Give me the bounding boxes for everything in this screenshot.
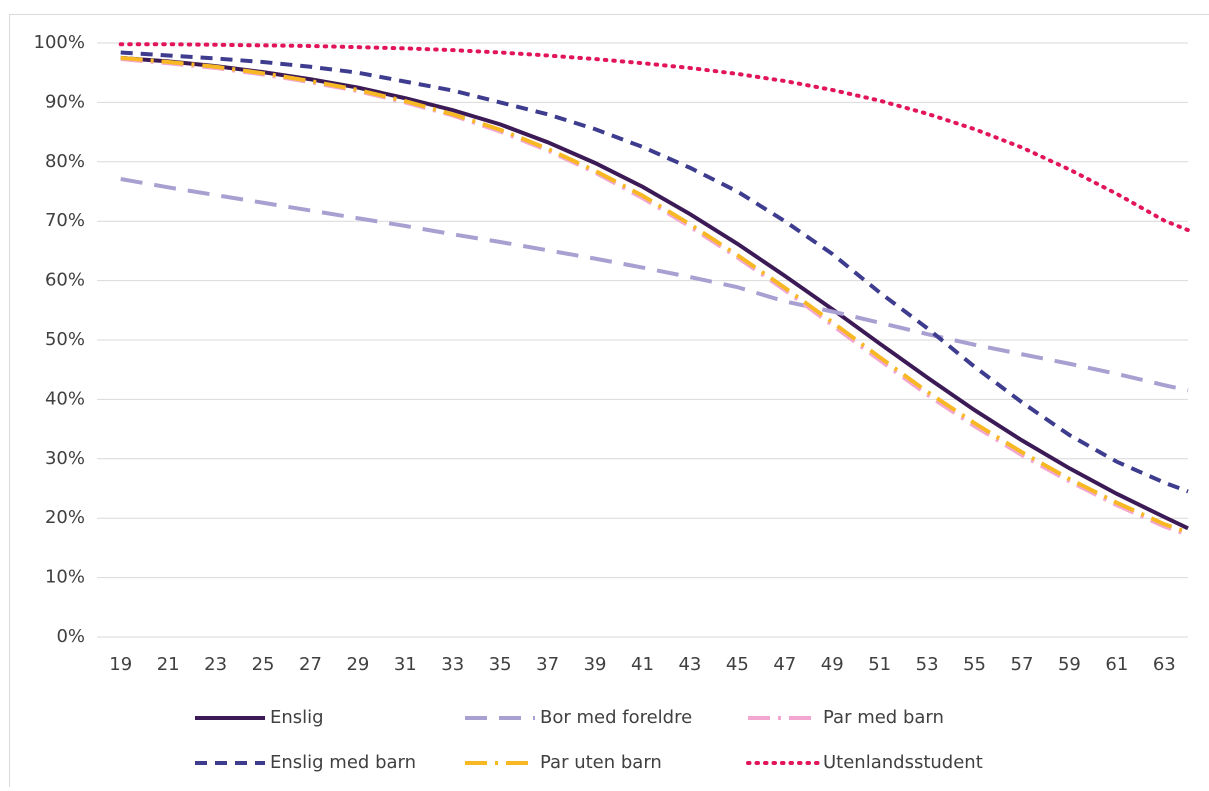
x-tick-label: 33 [441,654,464,675]
series-line [121,44,1188,230]
legend-label: Par uten barn [540,752,662,773]
x-tick-label: 53 [916,654,939,675]
legend-label: Par med barn [823,707,944,728]
y-tick-label: 20% [45,507,85,528]
legend-label: Enslig [270,707,324,728]
series-line [121,179,1188,390]
x-tick-label: 27 [299,654,322,675]
x-tick-label: 49 [821,654,844,675]
y-tick-label: 90% [45,91,85,112]
y-tick-label: 40% [45,388,85,409]
x-tick-label: 37 [536,654,559,675]
y-tick-label: 10% [45,567,85,588]
y-tick-label: 30% [45,448,85,469]
legend-label: Bor med foreldre [540,707,692,728]
y-tick-label: 80% [45,151,85,172]
y-tick-label: 0% [56,626,85,647]
x-tick-label: 57 [1011,654,1034,675]
x-tick-label: 39 [584,654,607,675]
x-tick-label: 25 [252,654,275,675]
x-tick-label: 31 [394,654,417,675]
x-tick-label: 23 [204,654,227,675]
y-tick-label: 60% [45,270,85,291]
x-tick-label: 63 [1153,654,1176,675]
y-tick-label: 70% [45,210,85,231]
x-tick-label: 41 [631,654,654,675]
x-tick-label: 59 [1058,654,1081,675]
x-tick-label: 19 [109,654,132,675]
series-line [121,53,1188,492]
x-tick-label: 29 [346,654,369,675]
x-tick-label: 61 [1105,654,1128,675]
y-tick-label: 50% [45,329,85,350]
x-tick-label: 51 [868,654,891,675]
series-line [121,58,1188,533]
x-tick-label: 35 [489,654,512,675]
legend-label: Utenlandsstudent [823,752,983,773]
x-tick-label: 45 [726,654,749,675]
x-tick-label: 55 [963,654,986,675]
x-tick-label: 21 [157,654,180,675]
legend-label: Enslig med barn [270,752,416,773]
series-line [121,59,1188,535]
y-tick-label: 100% [34,32,85,53]
x-tick-label: 43 [678,654,701,675]
series-line [121,58,1188,528]
x-tick-label: 47 [773,654,796,675]
